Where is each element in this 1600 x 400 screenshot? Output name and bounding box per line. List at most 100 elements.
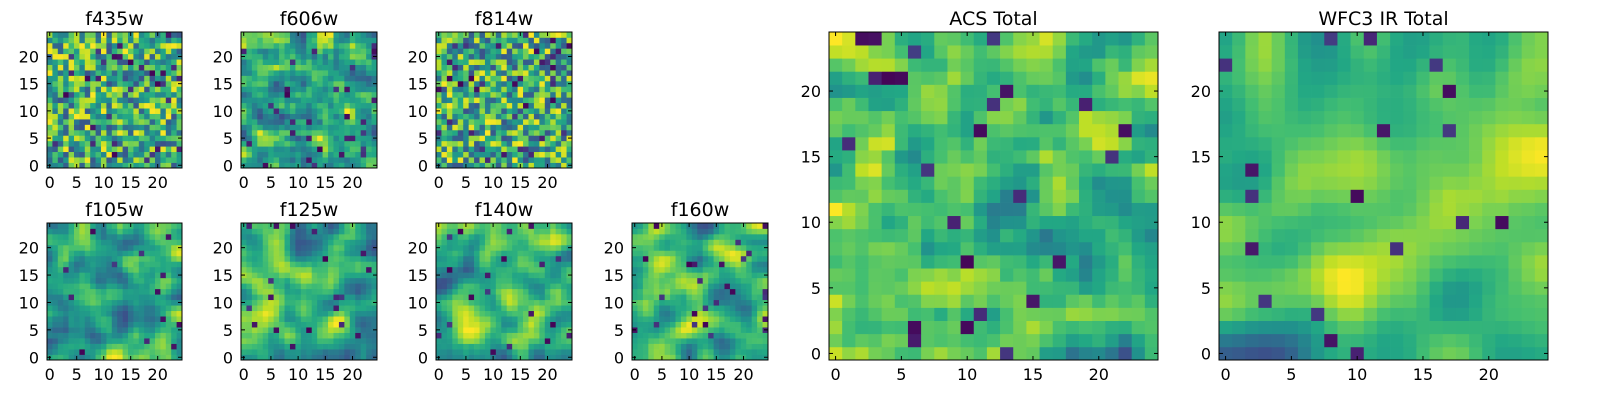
heatmap-cell (289, 310, 296, 317)
heatmap-cell (544, 250, 551, 257)
heatmap-cell (501, 151, 508, 158)
heatmap-cell (474, 53, 480, 60)
heatmap-cell (349, 42, 356, 49)
heatmap-cell (533, 255, 540, 262)
heatmap-cell (47, 239, 53, 246)
heatmap-cell (333, 239, 340, 246)
heatmap-cell (111, 162, 118, 169)
heatmap-cell (128, 42, 134, 49)
heatmap-cell (138, 37, 145, 44)
heatmap-cell (84, 86, 91, 93)
heatmap-cell (317, 157, 323, 163)
heatmap-cell (1052, 346, 1067, 361)
heatmap-cell (550, 42, 557, 49)
heatmap-cell (149, 119, 156, 125)
heatmap-cell (52, 157, 59, 163)
heatmap-cell (490, 305, 497, 312)
heatmap-cell (355, 102, 362, 109)
heatmap-cell (360, 261, 367, 268)
heatmap-cell (79, 75, 86, 82)
heatmap-cell (63, 277, 69, 284)
heatmap-cell (523, 32, 529, 38)
heatmap-cell (111, 310, 118, 317)
heatmap-cell (251, 97, 258, 104)
heatmap-cell (1065, 241, 1080, 256)
heatmap-cell (273, 233, 280, 240)
heatmap-cell (1065, 333, 1080, 348)
x-tick-label: 20 (537, 365, 557, 384)
heatmap-cell (561, 86, 567, 93)
heatmap-cell (637, 266, 644, 273)
heatmap-cell (463, 343, 469, 350)
heatmap-cell (300, 255, 307, 262)
heatmap-cell (149, 70, 156, 76)
heatmap-cell (533, 86, 540, 93)
heatmap-cell (360, 80, 367, 87)
heatmap-cell (344, 37, 351, 44)
x-tick-label: 0 (434, 173, 444, 192)
heatmap-cell (555, 135, 562, 142)
heatmap-cell (479, 250, 486, 257)
heatmap-cell (371, 91, 378, 98)
heatmap-cell (133, 53, 140, 60)
heatmap-cell (257, 162, 264, 169)
heatmap-cell (762, 338, 769, 344)
heatmap-cell (262, 354, 269, 361)
heatmap-cell (729, 288, 736, 295)
heatmap-cell (757, 223, 763, 229)
heatmap-cell (675, 244, 682, 251)
heatmap-cell (155, 146, 161, 153)
heatmap-cell (246, 250, 253, 257)
heatmap-cell (947, 294, 961, 308)
heatmap-cell (300, 327, 307, 333)
heatmap-cell (111, 97, 118, 104)
heatmap-cell (144, 59, 150, 65)
heatmap-cell (490, 349, 497, 355)
heatmap-cell (160, 91, 167, 98)
heatmap-cell (84, 305, 91, 312)
heatmap-cell (468, 354, 475, 361)
heatmap-cell (528, 299, 535, 306)
heatmap-cell (128, 80, 134, 87)
heatmap-cell (484, 91, 491, 98)
heatmap-cell (311, 321, 318, 328)
heatmap-cell (246, 108, 253, 114)
heatmap-cell (490, 135, 497, 142)
heatmap-cell (128, 124, 134, 131)
heatmap-cell (300, 140, 307, 147)
heatmap-cell (533, 228, 540, 235)
heatmap-cell (907, 202, 922, 217)
heatmap-cell (251, 86, 258, 93)
heatmap-cell (106, 327, 113, 333)
heatmap-cell (436, 91, 442, 98)
heatmap-cell (495, 42, 502, 49)
heatmap-cell (311, 338, 318, 344)
heatmap-cell (79, 119, 86, 125)
heatmap-cell (561, 277, 567, 284)
heatmap-cell (479, 228, 486, 235)
heatmap-cell (648, 327, 655, 333)
heatmap-cell (268, 80, 274, 87)
heatmap-cell (262, 135, 269, 142)
heatmap-cell (702, 316, 709, 322)
heatmap-cell (349, 327, 356, 333)
heatmap-cell (550, 305, 557, 312)
heatmap-cell (101, 244, 107, 251)
heatmap-cell (708, 239, 714, 246)
heatmap-cell (328, 283, 334, 290)
heatmap-cell (1131, 255, 1146, 269)
heatmap-cell (149, 102, 156, 109)
x-tick-label: 20 (342, 365, 362, 384)
heatmap-cell (751, 272, 758, 279)
heatmap-cell (746, 244, 753, 251)
heatmap-cell (355, 75, 362, 82)
heatmap-cell (735, 244, 742, 251)
heatmap-cell (947, 176, 961, 190)
heatmap-cell (441, 255, 448, 262)
heatmap-cell (762, 332, 769, 339)
heatmap-cell (566, 42, 573, 49)
heatmap-cell (171, 53, 177, 60)
heatmap-cell (306, 239, 313, 246)
heatmap-cell (474, 151, 480, 158)
heatmap-cell (675, 266, 682, 273)
